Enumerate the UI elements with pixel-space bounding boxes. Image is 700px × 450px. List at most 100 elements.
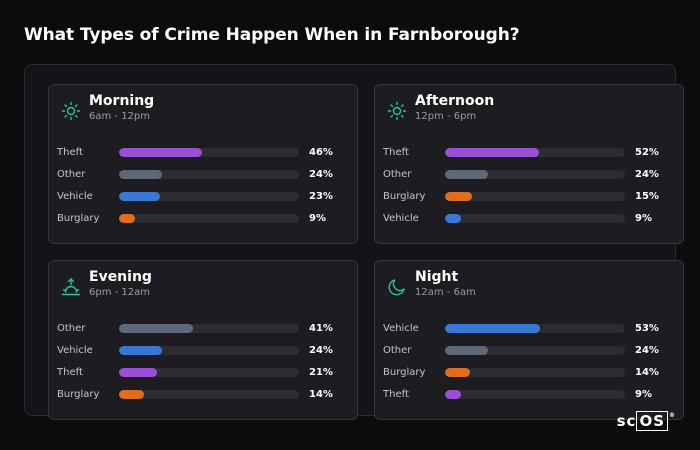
bar-value: 24% [635,345,659,356]
bar-row-burglary: Burglary 9% [57,209,353,231]
card-time-range: 6pm - 12am [89,287,151,298]
bar-track [445,148,625,157]
bar-label: Burglary [57,213,100,224]
bar-track [445,214,625,223]
bar-row-burglary: Burglary 14% [57,385,353,407]
bar-track [119,214,299,223]
card-time-range: 12am - 6am [415,287,476,298]
logo-text: sc [616,412,637,430]
bar-fill-other [445,346,488,355]
bar-fill-burglary [445,192,472,201]
card-afternoon: Afternoon 12pm - 6pm Theft 52% Other 24% Bur… [374,84,684,244]
bar-label: Burglary [57,389,100,400]
bar-fill-theft [445,148,539,157]
bar-track [445,368,625,377]
bar-list: Theft 52% Other 24% Burglary 15% Vehicle 9% [383,143,679,231]
bar-row-theft: Theft 46% [57,143,353,165]
bar-track [445,324,625,333]
bar-value: 9% [635,389,652,400]
bar-track [119,192,299,201]
bar-row-other: Other 24% [383,165,679,187]
card-night: Night 12am - 6am Vehicle 53% Other 24% Burgl… [374,260,684,420]
bar-track [119,368,299,377]
bar-label: Other [383,169,412,180]
bar-value: 14% [309,389,333,400]
bar-value: 9% [309,213,326,224]
bar-fill-other [445,170,488,179]
bar-track [119,390,299,399]
bar-label: Theft [57,147,83,158]
bar-list: Theft 46% Other 24% Vehicle 23% Burglary 9% [57,143,353,231]
bar-track [445,390,625,399]
bar-fill-burglary [119,390,144,399]
moon-icon [387,277,407,297]
card-evening: Evening 6pm - 12am Other 41% Vehicle 24% The… [48,260,358,420]
bar-track [119,148,299,157]
card-title: Evening [89,269,152,285]
bar-label: Vehicle [57,191,93,202]
bar-row-other: Other 41% [57,319,353,341]
bar-label: Vehicle [57,345,93,356]
bar-value: 9% [635,213,652,224]
bar-value: 21% [309,367,333,378]
bar-track [119,324,299,333]
card-time-range: 6am - 12pm [89,111,151,122]
bar-fill-theft [119,368,157,377]
bar-value: 23% [309,191,333,202]
bar-fill-other [119,170,162,179]
bar-list: Other 41% Vehicle 24% Theft 21% Burglary 14% [57,319,353,407]
bar-value: 53% [635,323,659,334]
page-title: What Types of Crime Happen When in Farnb… [24,25,520,45]
bar-fill-theft [119,148,202,157]
bar-row-theft: Theft 21% [57,363,353,385]
bar-fill-other [119,324,193,333]
bar-row-theft: Theft 9% [383,385,679,407]
bar-row-burglary: Burglary 15% [383,187,679,209]
registered-mark: ® [669,412,676,419]
bar-fill-theft [445,390,461,399]
bar-value: 24% [635,169,659,180]
card-morning: Morning 6am - 12pm Theft 46% Other 24% Vehic… [48,84,358,244]
sun-icon [387,101,407,121]
bar-label: Vehicle [383,213,419,224]
bar-value: 14% [635,367,659,378]
bar-value: 52% [635,147,659,158]
bar-row-burglary: Burglary 14% [383,363,679,385]
bar-fill-vehicle [445,214,461,223]
bar-track [445,346,625,355]
bar-label: Theft [383,389,409,400]
bar-label: Other [57,323,86,334]
sun-icon [61,101,81,121]
bar-track [445,170,625,179]
card-title: Afternoon [415,93,495,109]
bar-fill-vehicle [119,192,160,201]
card-title: Morning [89,93,155,109]
bar-row-theft: Theft 52% [383,143,679,165]
bar-track [119,170,299,179]
bar-track [119,346,299,355]
bar-label: Theft [57,367,83,378]
card-time-range: 12pm - 6pm [415,111,477,122]
bar-row-other: Other 24% [57,165,353,187]
bar-fill-vehicle [445,324,540,333]
bar-value: 15% [635,191,659,202]
bar-label: Other [57,169,86,180]
scos-logo: sc OS ® [616,411,676,431]
bar-fill-burglary [119,214,135,223]
bar-row-vehicle: Vehicle 53% [383,319,679,341]
bar-row-vehicle: Vehicle 23% [57,187,353,209]
bar-row-vehicle: Vehicle 9% [383,209,679,231]
bar-label: Burglary [383,367,426,378]
bar-label: Other [383,345,412,356]
bar-row-other: Other 24% [383,341,679,363]
bar-list: Vehicle 53% Other 24% Burglary 14% Theft 9% [383,319,679,407]
bar-value: 24% [309,345,333,356]
card-title: Night [415,269,459,285]
logo-box-text: OS [636,411,668,431]
bar-label: Theft [383,147,409,158]
bar-label: Burglary [383,191,426,202]
sunset-icon [61,277,81,297]
bar-track [445,192,625,201]
bar-label: Vehicle [383,323,419,334]
bar-row-vehicle: Vehicle 24% [57,341,353,363]
